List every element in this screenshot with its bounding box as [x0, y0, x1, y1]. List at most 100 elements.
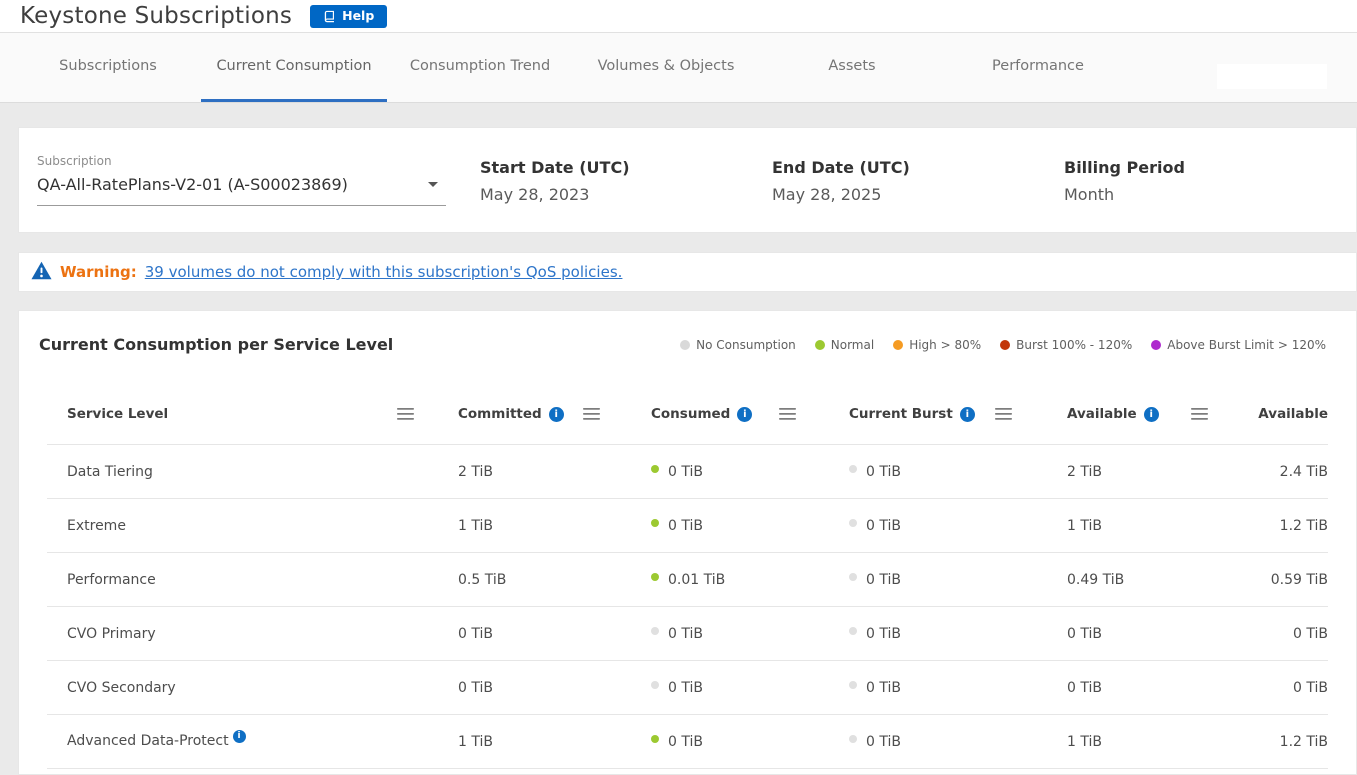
legend-item-above-burst-limit-120: Above Burst Limit > 120%: [1151, 338, 1326, 352]
committed-cell: 0 TiB: [423, 626, 573, 642]
legend-label: No Consumption: [696, 338, 796, 352]
status-dot-none: [651, 681, 659, 689]
consumption-table: Service Level Committedi Consumedi Curre…: [47, 384, 1328, 769]
info-icon[interactable]: i: [960, 407, 975, 422]
available-with-burst-cell: 1.2 TiB: [1217, 734, 1328, 750]
keystone-subscriptions-page: Keystone Subscriptions Help Subscription…: [0, 0, 1357, 775]
subscription-panel: Subscription QA-All-RatePlans-V2-01 (A-S…: [18, 127, 1357, 233]
legend-label: Burst 100% - 120%: [1016, 338, 1132, 352]
table-row-cvo-secondary: CVO Secondary0 TiB0 TiB0 TiB0 TiB0 TiB: [47, 660, 1328, 714]
info-icon[interactable]: i: [1144, 407, 1159, 422]
committed-cell: 2 TiB: [423, 464, 573, 480]
legend-status-dot: [1000, 340, 1010, 350]
tab-bar: Subscriptions Current Consumption Consum…: [0, 33, 1357, 103]
service-level-cell: CVO Secondary: [47, 680, 387, 696]
col-header-consumed-2: Consumed i: [609, 406, 769, 422]
column-menu-icon[interactable]: [995, 408, 1012, 420]
tab-bar-blank-box: [1217, 64, 1327, 89]
consumption-card-header: Current Consumption per Service Level No…: [19, 335, 1356, 354]
tab-consumption-trend[interactable]: Consumption Trend: [387, 33, 573, 102]
legend-status-dot: [1151, 340, 1161, 350]
committed-cell: 0.5 TiB: [423, 572, 573, 588]
info-field-label: Start Date (UTC): [480, 158, 772, 177]
column-menu-cell: [387, 408, 423, 420]
column-menu-cell: [1181, 408, 1217, 420]
column-menu-icon[interactable]: [583, 408, 600, 420]
table-row-data-tiering: Data Tiering2 TiB0 TiB0 TiB2 TiB2.4 TiB: [47, 444, 1328, 498]
table-header-row: Service Level Committedi Consumedi Curre…: [47, 384, 1328, 444]
help-button-label: Help: [342, 10, 374, 23]
available-with-burst-cell: 0 TiB: [1217, 626, 1328, 642]
col-header-label: Current Burst: [849, 406, 953, 422]
legend-status-dot: [893, 340, 903, 350]
available-cell: 1 TiB: [1021, 734, 1181, 750]
available-cell: 1 TiB: [1021, 518, 1181, 534]
status-dot-normal: [651, 573, 659, 581]
service-level-cell: CVO Primary: [47, 626, 387, 642]
tab-label: Subscriptions: [59, 58, 157, 74]
col-header-label: Consumed: [651, 406, 730, 422]
service-level-cell: Data Tiering: [47, 464, 387, 480]
qos-noncompliance-link[interactable]: 39 volumes do not comply with this subsc…: [145, 263, 623, 281]
subscription-select-label: Subscription: [37, 154, 446, 168]
subscription-select-group: Subscription QA-All-RatePlans-V2-01 (A-S…: [37, 154, 446, 206]
current-burst-cell: 0 TiB: [805, 572, 985, 588]
service-level-name: CVO Primary: [67, 626, 156, 642]
tab-label: Volumes & Objects: [598, 58, 735, 74]
tab-label: Consumption Trend: [410, 58, 550, 74]
available-cell: 0 TiB: [1021, 626, 1181, 642]
field-billing-period: Billing Period Month: [1064, 154, 1356, 204]
info-icon[interactable]: i: [233, 730, 246, 743]
committed-cell: 1 TiB: [423, 734, 573, 750]
status-dot-none: [849, 627, 857, 635]
warning-banner: Warning: 39 volumes do not comply with t…: [18, 252, 1357, 292]
legend-item-normal: Normal: [815, 338, 874, 352]
subscription-select[interactable]: QA-All-RatePlans-V2-01 (A-S00023869): [37, 175, 446, 206]
service-level-name: Extreme: [67, 518, 126, 534]
info-field-value: May 28, 2023: [480, 185, 772, 204]
tabs-container: Subscriptions Current Consumption Consum…: [15, 33, 1131, 102]
column-menu-icon[interactable]: [1191, 408, 1208, 420]
available-with-burst-cell: 1.2 TiB: [1217, 518, 1328, 534]
legend-label: Above Burst Limit > 120%: [1167, 338, 1326, 352]
status-dot-none: [849, 519, 857, 527]
consumption-card-title: Current Consumption per Service Level: [39, 335, 393, 354]
warning-label: Warning:: [60, 263, 137, 281]
table-row-advanced-data-protect: Advanced Data-Protecti1 TiB0 TiB0 TiB1 T…: [47, 714, 1328, 768]
column-menu-icon[interactable]: [397, 408, 414, 420]
legend-label: Normal: [831, 338, 874, 352]
status-dot-none: [849, 465, 857, 473]
available-with-burst-cell: 2.4 TiB: [1217, 464, 1328, 480]
service-level-name: Advanced Data-Protect: [67, 733, 229, 749]
chevron-down-icon: [428, 182, 438, 187]
current-burst-cell: 0 TiB: [805, 518, 985, 534]
status-dot-none: [849, 735, 857, 743]
legend-status-dot: [680, 340, 690, 350]
status-dot-none: [849, 573, 857, 581]
app-header: Keystone Subscriptions Help: [0, 0, 1357, 33]
info-icon[interactable]: i: [549, 407, 564, 422]
available-with-burst-cell: 0.59 TiB: [1217, 572, 1328, 588]
tab-performance[interactable]: Performance: [945, 33, 1131, 102]
tab-assets[interactable]: Assets: [759, 33, 945, 102]
committed-cell: 1 TiB: [423, 518, 573, 534]
tab-current-consumption[interactable]: Current Consumption: [201, 33, 387, 102]
status-dot-none: [651, 627, 659, 635]
status-dot-normal: [651, 465, 659, 473]
info-icon[interactable]: i: [737, 407, 752, 422]
consumed-cell: 0 TiB: [609, 518, 769, 534]
tab-volumes-objects[interactable]: Volumes & Objects: [573, 33, 759, 102]
column-menu-icon[interactable]: [779, 408, 796, 420]
legend-label: High > 80%: [909, 338, 981, 352]
service-level-name: Performance: [67, 572, 156, 588]
tab-subscriptions[interactable]: Subscriptions: [15, 33, 201, 102]
status-dot-normal: [651, 519, 659, 527]
cell-value: 0 TiB: [866, 626, 901, 642]
table-row-performance: Performance0.5 TiB0.01 TiB0 TiB0.49 TiB0…: [47, 552, 1328, 606]
table-body: Data Tiering2 TiB0 TiB0 TiB2 TiB2.4 TiBE…: [47, 444, 1328, 769]
help-button[interactable]: Help: [310, 5, 387, 28]
cell-value: 0 TiB: [866, 464, 901, 480]
service-level-name: CVO Secondary: [67, 680, 176, 696]
info-field-value: May 28, 2025: [772, 185, 1064, 204]
col-header-available-4: Availablei: [1021, 406, 1181, 422]
